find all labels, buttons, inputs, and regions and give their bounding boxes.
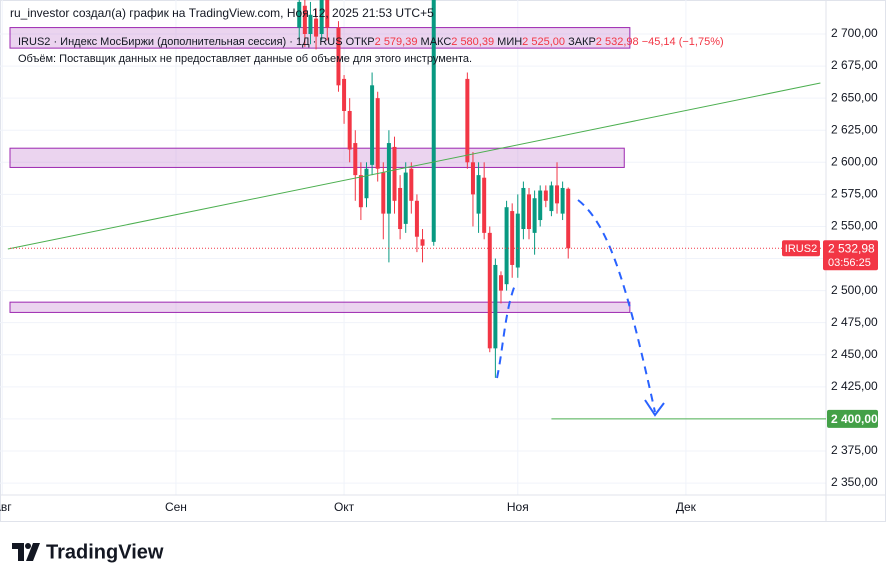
- candle-body: [398, 187, 403, 230]
- candle-body: [515, 213, 520, 268]
- candle-body: [381, 172, 386, 214]
- candle-body: [409, 168, 414, 201]
- y-tick-label: 2 650,00: [831, 90, 878, 104]
- candle-body: [386, 143, 391, 214]
- chart-frame: [0, 0, 886, 522]
- candle-body: [482, 177, 487, 233]
- brand-logo: [12, 543, 40, 561]
- candle-body: [498, 275, 503, 291]
- candle-body: [510, 211, 515, 265]
- candle-body: [297, 1, 302, 28]
- candle-body: [431, 0, 436, 242]
- candle-body: [314, 18, 319, 37]
- y-tick-label: 2 625,00: [831, 122, 878, 136]
- y-tick-label: 2 475,00: [831, 315, 878, 329]
- y-tick-label: 2 550,00: [831, 219, 878, 233]
- candle-body: [465, 78, 470, 163]
- candle-body: [470, 162, 475, 195]
- y-tick-label: 2 425,00: [831, 379, 878, 393]
- candle-body: [420, 239, 425, 246]
- candle-body: [493, 264, 498, 349]
- x-tick-label: Дек: [676, 500, 697, 514]
- candle-body: [560, 187, 565, 214]
- y-tick-label: 2 450,00: [831, 347, 878, 361]
- open: 2 579,39: [375, 36, 418, 48]
- high: 2 580,39: [451, 36, 494, 48]
- candle-body: [302, 5, 307, 35]
- x-tick-label: Ноя: [507, 500, 529, 514]
- y-tick-label: 2 575,00: [831, 187, 878, 201]
- candle-body: [370, 85, 375, 165]
- candle-body: [476, 175, 481, 214]
- x-tick-label: Окт: [334, 500, 355, 514]
- candle-body: [347, 110, 352, 150]
- legend-line: IRUS2 · Индекс МосБиржи (дополнительная …: [18, 36, 724, 48]
- candle-body: [358, 175, 363, 208]
- forecast-arrow: [577, 199, 656, 413]
- candle-body: [526, 194, 531, 230]
- trendline: [7, 82, 821, 250]
- change: −45,14 (−1,75%): [642, 36, 724, 48]
- y-tick-label: 2 600,00: [831, 154, 878, 168]
- volume-note: Объём: Поставщик данных не предоставляет…: [18, 53, 472, 65]
- last-price-label: 2 532,98: [828, 241, 875, 255]
- zone: [9, 301, 631, 313]
- forecast-dash: [496, 284, 516, 379]
- candle-body: [342, 78, 347, 111]
- target-label: 2 400,00: [831, 412, 878, 426]
- y-tick-label: 2 500,00: [831, 283, 878, 297]
- brand: TradingView: [46, 541, 164, 563]
- candle-body: [487, 232, 492, 349]
- candle-body: [538, 190, 543, 221]
- candle-body: [555, 185, 560, 204]
- low-label: МИН: [497, 36, 522, 48]
- candle-body: [521, 187, 526, 230]
- target-label-box: [827, 409, 878, 428]
- candle-body: [414, 200, 419, 237]
- candle-body: [532, 198, 537, 233]
- y-tick-label: 2 675,00: [831, 58, 878, 72]
- open-label: ОТКР: [346, 36, 375, 48]
- candle-body: [543, 190, 548, 201]
- arrow-head: [644, 399, 665, 417]
- x-tick-label: Сен: [165, 500, 187, 514]
- candle-body: [504, 207, 509, 285]
- close-label: ЗАКР: [568, 36, 596, 48]
- low: 2 525,00: [522, 36, 565, 48]
- zone: [9, 147, 625, 168]
- candle-body: [353, 143, 358, 176]
- countdown: 03:56:25: [828, 257, 871, 269]
- symbol-label-box: [782, 240, 820, 257]
- candle-body: [364, 168, 369, 199]
- candle-body: [403, 172, 408, 224]
- plot-area: [7, 0, 821, 378]
- candle-body: [549, 185, 554, 212]
- candle-body: [319, 0, 324, 35]
- y-tick-label: 2 375,00: [831, 443, 878, 457]
- axes: 2 350,00 2 375,00 2 400,00 2 425,00 2 450,00…: [0, 26, 878, 514]
- author-line: ru_investor создал(а) график на TradingV…: [10, 6, 434, 20]
- y-tick-label: 2 350,00: [831, 475, 878, 489]
- symbol-label: IRUS2: [785, 243, 817, 255]
- candle-body: [325, 0, 330, 28]
- close: 2 532,98: [596, 36, 639, 48]
- last-price-box: [823, 240, 878, 271]
- candle-body: [375, 98, 380, 169]
- y-tick-label: 2 700,00: [831, 26, 878, 40]
- high-label: МАКС: [421, 36, 452, 48]
- candle-body: [336, 27, 341, 86]
- grid: [0, 0, 826, 495]
- x-tick-label: Авг: [0, 500, 12, 514]
- candle-body: [308, 14, 313, 35]
- candle-body: [566, 188, 571, 249]
- candle-body: [392, 146, 397, 201]
- symbol: IRUS2 · Индекс МосБиржи (дополнительная …: [18, 36, 343, 48]
